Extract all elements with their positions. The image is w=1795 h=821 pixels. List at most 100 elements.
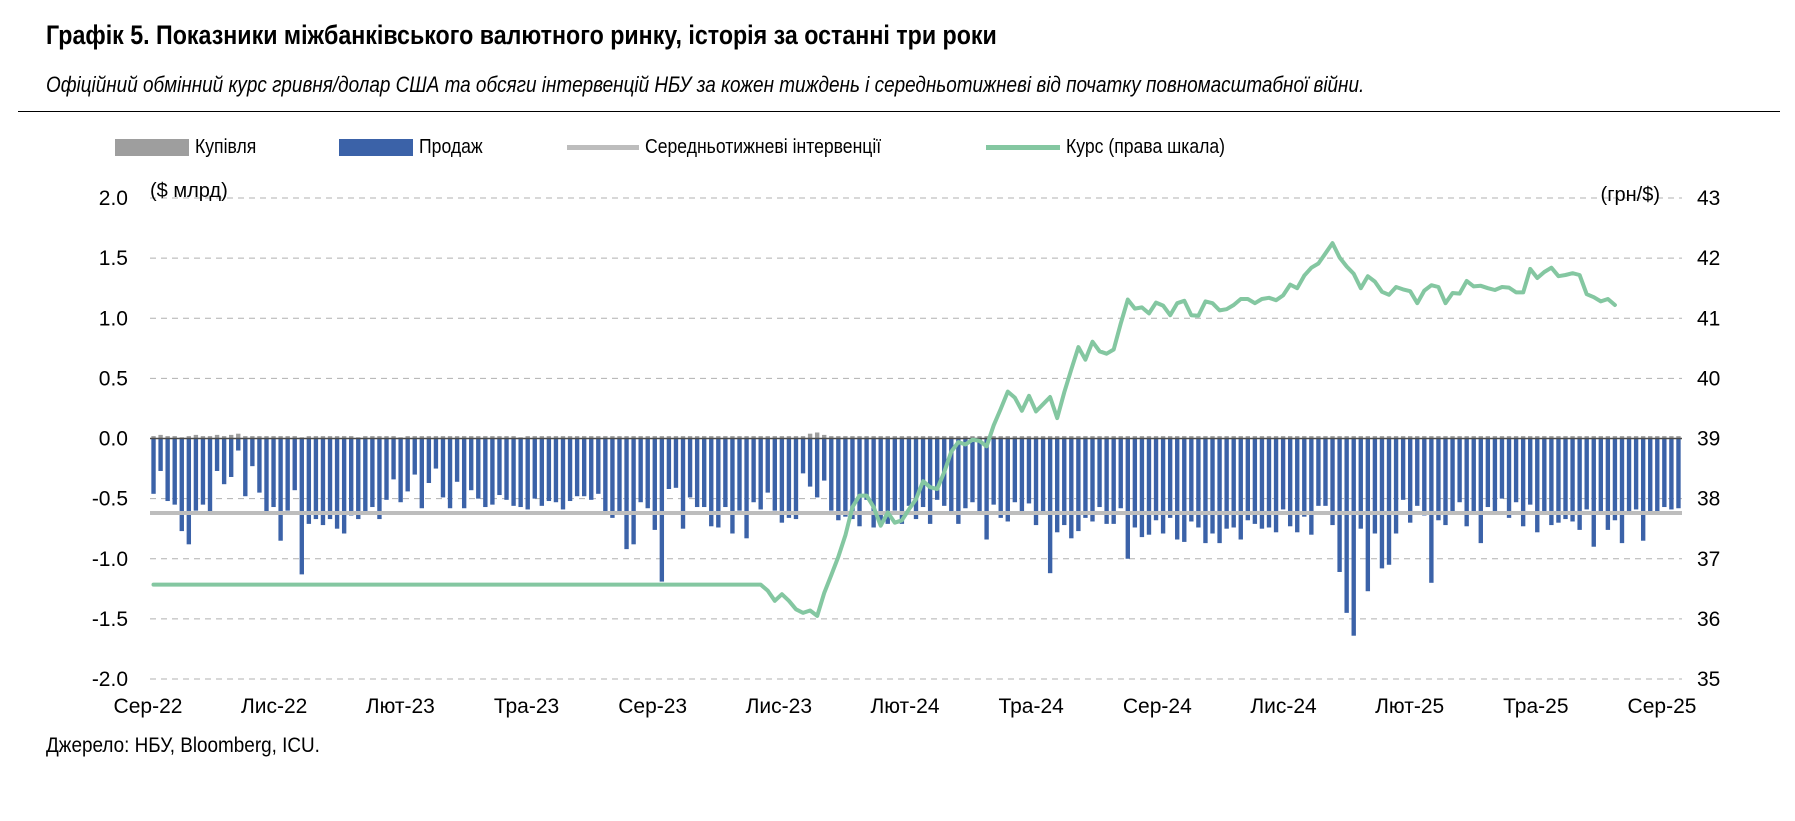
sell-bar bbox=[765, 438, 770, 493]
title-divider bbox=[18, 111, 1780, 112]
sell-bar bbox=[680, 438, 686, 529]
sell-bar bbox=[814, 438, 820, 498]
sell-bar bbox=[1520, 438, 1526, 527]
buy-bar bbox=[553, 436, 559, 439]
buy-bar bbox=[1400, 436, 1406, 439]
sell-bar bbox=[1097, 438, 1102, 508]
buy-bar bbox=[1238, 436, 1243, 439]
sell-bar bbox=[1062, 438, 1067, 526]
buy-bar bbox=[850, 436, 855, 439]
left-tick-label: -1.5 bbox=[92, 608, 128, 631]
buy-bar bbox=[779, 436, 785, 439]
sell-bar bbox=[723, 438, 728, 508]
sell-bar bbox=[1344, 438, 1349, 613]
left-axis: 2.0 1.5 1.0 0.5 0.0 -0.5 -1.0 -1.5 -2.0 bbox=[92, 187, 128, 691]
sell-bar bbox=[624, 438, 629, 550]
buy-bar bbox=[1273, 436, 1279, 439]
buy-bar bbox=[694, 436, 700, 439]
buy-bar bbox=[1598, 436, 1603, 439]
buy-bar bbox=[1160, 436, 1166, 439]
x-tick-label: Лют-23 bbox=[366, 695, 435, 718]
buy-bar bbox=[1005, 436, 1010, 439]
sell-bar bbox=[313, 438, 319, 520]
sell-bar bbox=[186, 438, 192, 545]
buy-bar bbox=[419, 436, 424, 439]
buy-bar bbox=[1626, 436, 1632, 439]
sell-bar bbox=[1478, 438, 1483, 544]
buy-bar bbox=[1175, 436, 1180, 439]
buy-bar bbox=[1379, 436, 1385, 439]
sell-bar bbox=[447, 438, 453, 509]
buy-bar bbox=[1591, 436, 1596, 439]
sell-bar bbox=[377, 438, 382, 520]
right-tick-label: 41 bbox=[1697, 307, 1720, 330]
buy-bar bbox=[433, 436, 439, 439]
x-tick-label: Лис-23 bbox=[746, 695, 812, 718]
sell-bar bbox=[476, 438, 481, 499]
sell-bar bbox=[1033, 438, 1039, 526]
sell-bar bbox=[751, 438, 756, 503]
buy-bar bbox=[229, 434, 234, 439]
sell-bar bbox=[956, 438, 961, 524]
sell-bar bbox=[610, 438, 615, 518]
sell-bar bbox=[200, 438, 206, 505]
left-tick-label: 1.0 bbox=[99, 307, 128, 330]
sell-bar bbox=[419, 438, 424, 509]
buy-bar bbox=[737, 436, 742, 439]
sell-bar bbox=[1429, 438, 1434, 583]
sell-bar bbox=[694, 438, 700, 508]
buy-bar bbox=[221, 436, 227, 439]
x-tick-label: Сер-22 bbox=[114, 695, 183, 718]
buy-bar bbox=[758, 436, 763, 439]
buy-bar bbox=[885, 436, 890, 439]
buy-bar bbox=[193, 434, 199, 439]
buy-bar bbox=[349, 436, 354, 439]
sell-bar bbox=[673, 438, 679, 488]
sell-bar bbox=[193, 438, 199, 511]
sell-bar bbox=[1379, 438, 1385, 569]
sell-bar bbox=[1393, 438, 1399, 534]
buy-bar bbox=[320, 436, 326, 439]
sell-bar bbox=[539, 438, 545, 506]
sell-bar bbox=[666, 438, 672, 490]
sell-bar bbox=[1175, 438, 1180, 540]
sell-bar bbox=[398, 438, 403, 503]
legend-item-buy: Купівля bbox=[115, 132, 265, 162]
sell-bar bbox=[214, 438, 220, 471]
buy-bar bbox=[490, 436, 495, 439]
sell-bar bbox=[1386, 438, 1392, 565]
buy-bar bbox=[1295, 436, 1300, 439]
sell-bar bbox=[702, 438, 707, 508]
x-tick-label: Тра-23 bbox=[494, 695, 559, 718]
buy-bar bbox=[440, 436, 446, 439]
sell-bar bbox=[906, 438, 912, 506]
sell-bar bbox=[991, 438, 996, 505]
buy-bar bbox=[1167, 436, 1173, 439]
right-tick-label: 40 bbox=[1697, 367, 1720, 390]
sell-bar bbox=[638, 438, 643, 503]
sell-bar bbox=[631, 438, 636, 545]
sell-bar bbox=[525, 438, 530, 510]
buy-bar bbox=[723, 436, 728, 439]
buy-bar bbox=[878, 436, 883, 439]
sell-bar bbox=[1005, 438, 1010, 522]
buy-bar bbox=[807, 433, 813, 439]
sell-bar bbox=[356, 438, 361, 520]
sell-bar bbox=[652, 438, 657, 530]
buy-bar bbox=[984, 436, 989, 439]
buy-bar bbox=[1478, 436, 1483, 439]
buy-bar bbox=[920, 436, 926, 439]
sell-bar bbox=[532, 438, 537, 499]
buy-bar bbox=[1040, 436, 1046, 439]
buy-bar bbox=[391, 436, 396, 439]
buy-bar bbox=[1499, 436, 1505, 439]
sell-bar bbox=[250, 438, 255, 467]
sell-bar bbox=[1302, 438, 1307, 517]
sell-bar bbox=[1280, 438, 1286, 510]
sell-bar bbox=[920, 438, 926, 508]
buy-bar bbox=[511, 436, 516, 439]
legend-label-average: Середньотижневі інтервенції bbox=[645, 135, 882, 158]
legend-item-sell: Продаж bbox=[339, 132, 491, 162]
buy-bar bbox=[1450, 436, 1455, 439]
buy-bar bbox=[363, 436, 368, 439]
